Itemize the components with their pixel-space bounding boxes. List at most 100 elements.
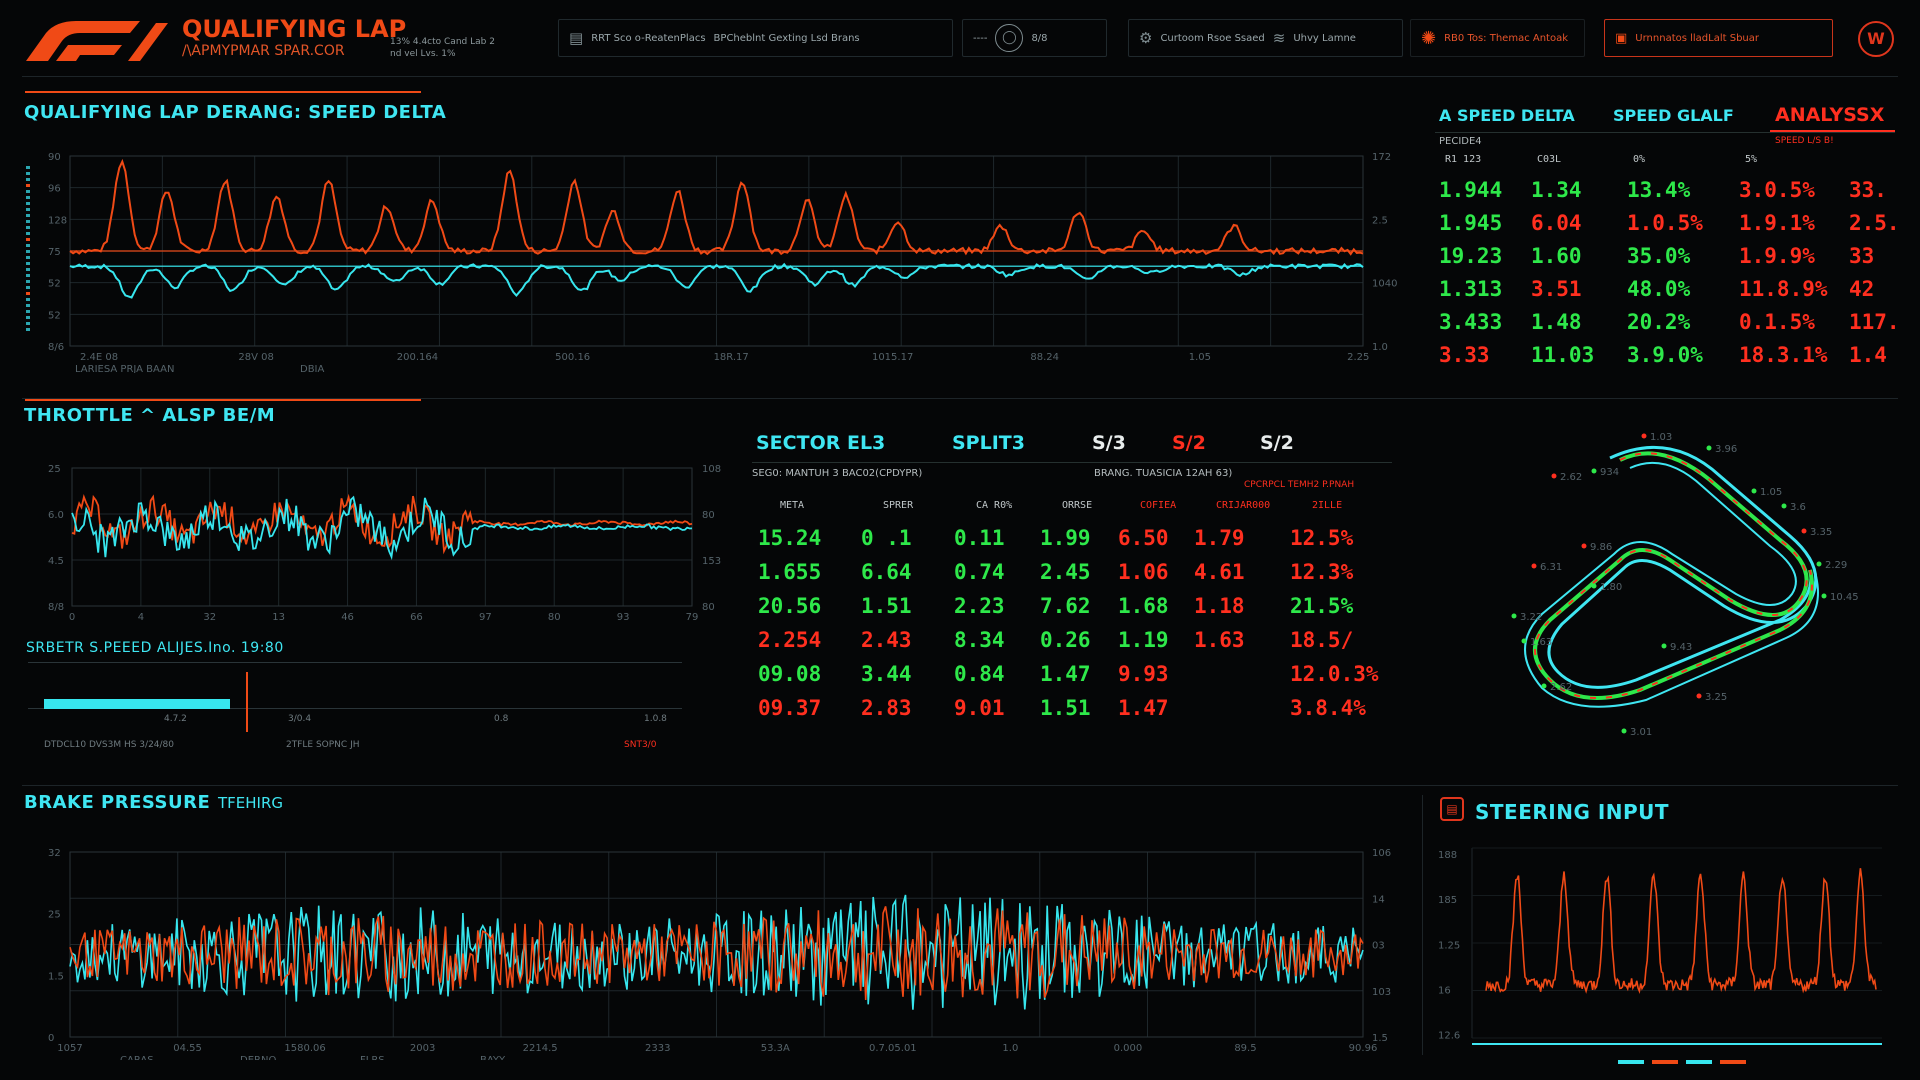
- brake-title: BRAKE PRESSURE: [24, 792, 211, 813]
- x-tick-label: 200.164: [397, 352, 438, 363]
- table-cell: 1.47: [1118, 696, 1169, 720]
- sector-header[interactable]: S/2: [1172, 432, 1206, 454]
- table-row[interactable]: 15.24 0 .1 0.11 1.99 6.50 1.79 12.5%: [758, 526, 1392, 556]
- top-box-documents[interactable]: ▤ RRT Sco o-ReatenPlacs BPCheblnt Gextin…: [558, 19, 953, 57]
- strip-axis: [28, 708, 682, 709]
- sector-sub-right: CPCRPCL TEMH2 P.PNAH: [1244, 480, 1355, 490]
- x-tick-label: 1015.17: [872, 352, 913, 363]
- analysis-header-3[interactable]: ANALYSSX: [1775, 104, 1885, 126]
- table-row[interactable]: 1.945 6.04 1.0.5% 1.9.1% 2.5.: [1439, 211, 1900, 241]
- track-label: 2.62: [1550, 682, 1572, 693]
- top-box-settings[interactable]: ⚙ Curtoom Rsoe Ssaed ≋ Uhvy Lamne: [1128, 19, 1403, 57]
- table-cell: 12.0.3%: [1290, 662, 1379, 686]
- table-row[interactable]: 3.433 1.48 20.2% 0.1.5% 117.: [1439, 310, 1900, 340]
- table-cell: 9.01: [954, 696, 1005, 720]
- brake-chart[interactable]: 32 25 1.5 0 106 14 03 103 1.5 1057 04.55 1580.06 200…: [20, 830, 1410, 1060]
- y-tick-label: 96: [48, 184, 61, 195]
- table-cell: 1.18: [1194, 594, 1245, 618]
- x-tick-label: 90.96: [1349, 1043, 1378, 1054]
- analysis-header-2[interactable]: SPEED GLALF: [1613, 106, 1734, 125]
- steering-chart[interactable]: 188 185 1.25 16 12.6: [1428, 830, 1898, 1070]
- sector-speed-strip[interactable]: 4.7.2 3/0.4 0.8 1.0.8 DTDCL10 DVS3M HS 3…: [24, 660, 684, 750]
- table-row[interactable]: 1.944 1.34 13.4% 3.0.5% 33.: [1439, 178, 1895, 208]
- table-cell: 8.34: [954, 628, 1005, 652]
- table-cell: 3.51: [1531, 277, 1582, 301]
- track-label: 3.01: [1630, 727, 1652, 738]
- table-cell: 1.48: [1531, 310, 1582, 334]
- sector-header[interactable]: S/2: [1260, 432, 1294, 454]
- side-marker: [26, 322, 30, 325]
- table-cell: 1.34: [1531, 178, 1582, 202]
- y-tick-label: 103: [1372, 987, 1391, 998]
- gear-icon: ⚙: [1139, 29, 1153, 47]
- x-tick-label: 500.16: [555, 352, 590, 363]
- table-row[interactable]: 09.37 2.83 9.01 1.51 1.47 3.8.4%: [758, 696, 1392, 726]
- y-tick-label: 6.0: [48, 510, 64, 521]
- side-marker: [26, 184, 30, 187]
- warning-icon: ▣: [1615, 30, 1628, 46]
- track-label: 9.86: [1590, 542, 1612, 553]
- y-tick-label: 1.5: [1372, 1033, 1388, 1044]
- table-row[interactable]: 20.56 1.51 2.23 7.62 1.68 1.18 21.5%: [758, 594, 1392, 624]
- table-row[interactable]: 1.313 3.51 48.0% 11.8.9% 42: [1439, 277, 1895, 307]
- table-cell: 3.8.4%: [1290, 696, 1366, 720]
- y-tick-label: 90: [48, 152, 61, 163]
- sector-header-divider: [752, 462, 1392, 463]
- x-tick-label: 0.000: [1114, 1043, 1143, 1054]
- side-marker: [26, 310, 30, 313]
- table-cell: 1.9.1%: [1739, 211, 1815, 235]
- track-marker: [1551, 473, 1557, 479]
- track-marker: [1511, 613, 1517, 619]
- side-marker: [26, 226, 30, 229]
- analysis-colhead: 5%: [1745, 154, 1758, 165]
- analysis-rows: R1 123 C03L 0% 5% 1.944 1.34 13.4% 3.0.5% 33. 1.9…: [1439, 154, 1900, 384]
- y-tick-label: 108: [702, 464, 721, 475]
- strip-footer: 2TFLE SOPNC JH: [286, 740, 360, 750]
- table-row[interactable]: 09.08 3.44 0.84 1.47 9.93 12.0.3%: [758, 662, 1392, 692]
- top-box-label: RB0 Tos: Themac Antoak: [1444, 32, 1569, 44]
- throttle-chart[interactable]: 25 6.0 4.5 8/8 108 80 153 80 0 4 32 13 46 66 97 80 93 79: [20, 450, 730, 625]
- strip-label: 4.7.2: [164, 714, 187, 724]
- top-box-user[interactable]: ---- ◯ 8/8: [962, 19, 1107, 57]
- track-label: 1.05: [1760, 487, 1782, 498]
- y-tick-label: 25: [48, 910, 61, 921]
- legend-swatch: [1652, 1060, 1678, 1064]
- series-orange: [69, 158, 1364, 256]
- racing-line-red: [1534, 452, 1813, 699]
- table-cell: 19.23: [1439, 244, 1503, 268]
- top-box-warning[interactable]: ▣ Urnnnatos lladLalt Sbuar: [1604, 19, 1833, 57]
- y-tick-label: 185: [1438, 895, 1457, 906]
- table-row[interactable]: 1.655 6.64 0.74 2.45 1.06 4.61 12.3%: [758, 560, 1392, 590]
- sector-header[interactable]: S/3: [1092, 432, 1126, 454]
- side-marker: [26, 244, 30, 247]
- logo-badge-icon[interactable]: W: [1858, 21, 1894, 57]
- x-tick-label: 66: [410, 612, 423, 623]
- footer-label: BAYY: [480, 1055, 506, 1060]
- x-tick-label: 46: [341, 612, 354, 623]
- sector-header[interactable]: SPLIT3: [952, 432, 1025, 454]
- table-cell: 09.08: [758, 662, 822, 686]
- side-marker: [26, 208, 30, 211]
- side-marker: [26, 262, 30, 265]
- track-marker: [1661, 643, 1667, 649]
- track-map[interactable]: 1.03 3.96 934 2.62 1.05 3.6 3.35 2.29 10.45 6.31 3…: [1480, 400, 1900, 750]
- table-cell: 2.5.: [1849, 211, 1900, 235]
- series-orange: [71, 493, 693, 555]
- doc-icon: ▤: [569, 29, 584, 47]
- sector-header[interactable]: SECTOR EL3: [756, 432, 886, 454]
- analysis-header-1[interactable]: A SPEED DELTA: [1439, 106, 1575, 125]
- track-marker: [1696, 693, 1702, 699]
- table-cell: 6.64: [861, 560, 912, 584]
- table-row[interactable]: 3.33 11.03 3.9.0% 18.3.1% 1.4: [1439, 343, 1895, 373]
- speed-delta-chart[interactable]: 90 96 128 75 52 52 8/6 172 2.5 1040 1.0 2.4E 08 28V …: [20, 128, 1420, 373]
- top-box-alert[interactable]: ✺ RB0 Tos: Themac Antoak: [1410, 19, 1585, 57]
- table-cell: 0.84: [954, 662, 1005, 686]
- table-cell: 18.5/: [1290, 628, 1354, 652]
- sector-sub-mid: BRANG. TUASICIA 12AH 63): [1094, 468, 1233, 479]
- side-marker: [26, 214, 30, 217]
- table-row[interactable]: 19.23 1.60 35.0% 1.9.9% 33: [1439, 244, 1895, 274]
- y-tick-label: 25: [48, 464, 61, 475]
- x-tick-label: 53.3A: [761, 1043, 790, 1054]
- series-orange: [1485, 868, 1877, 995]
- table-row[interactable]: 2.254 2.43 8.34 0.26 1.19 1.63 18.5/: [758, 628, 1392, 658]
